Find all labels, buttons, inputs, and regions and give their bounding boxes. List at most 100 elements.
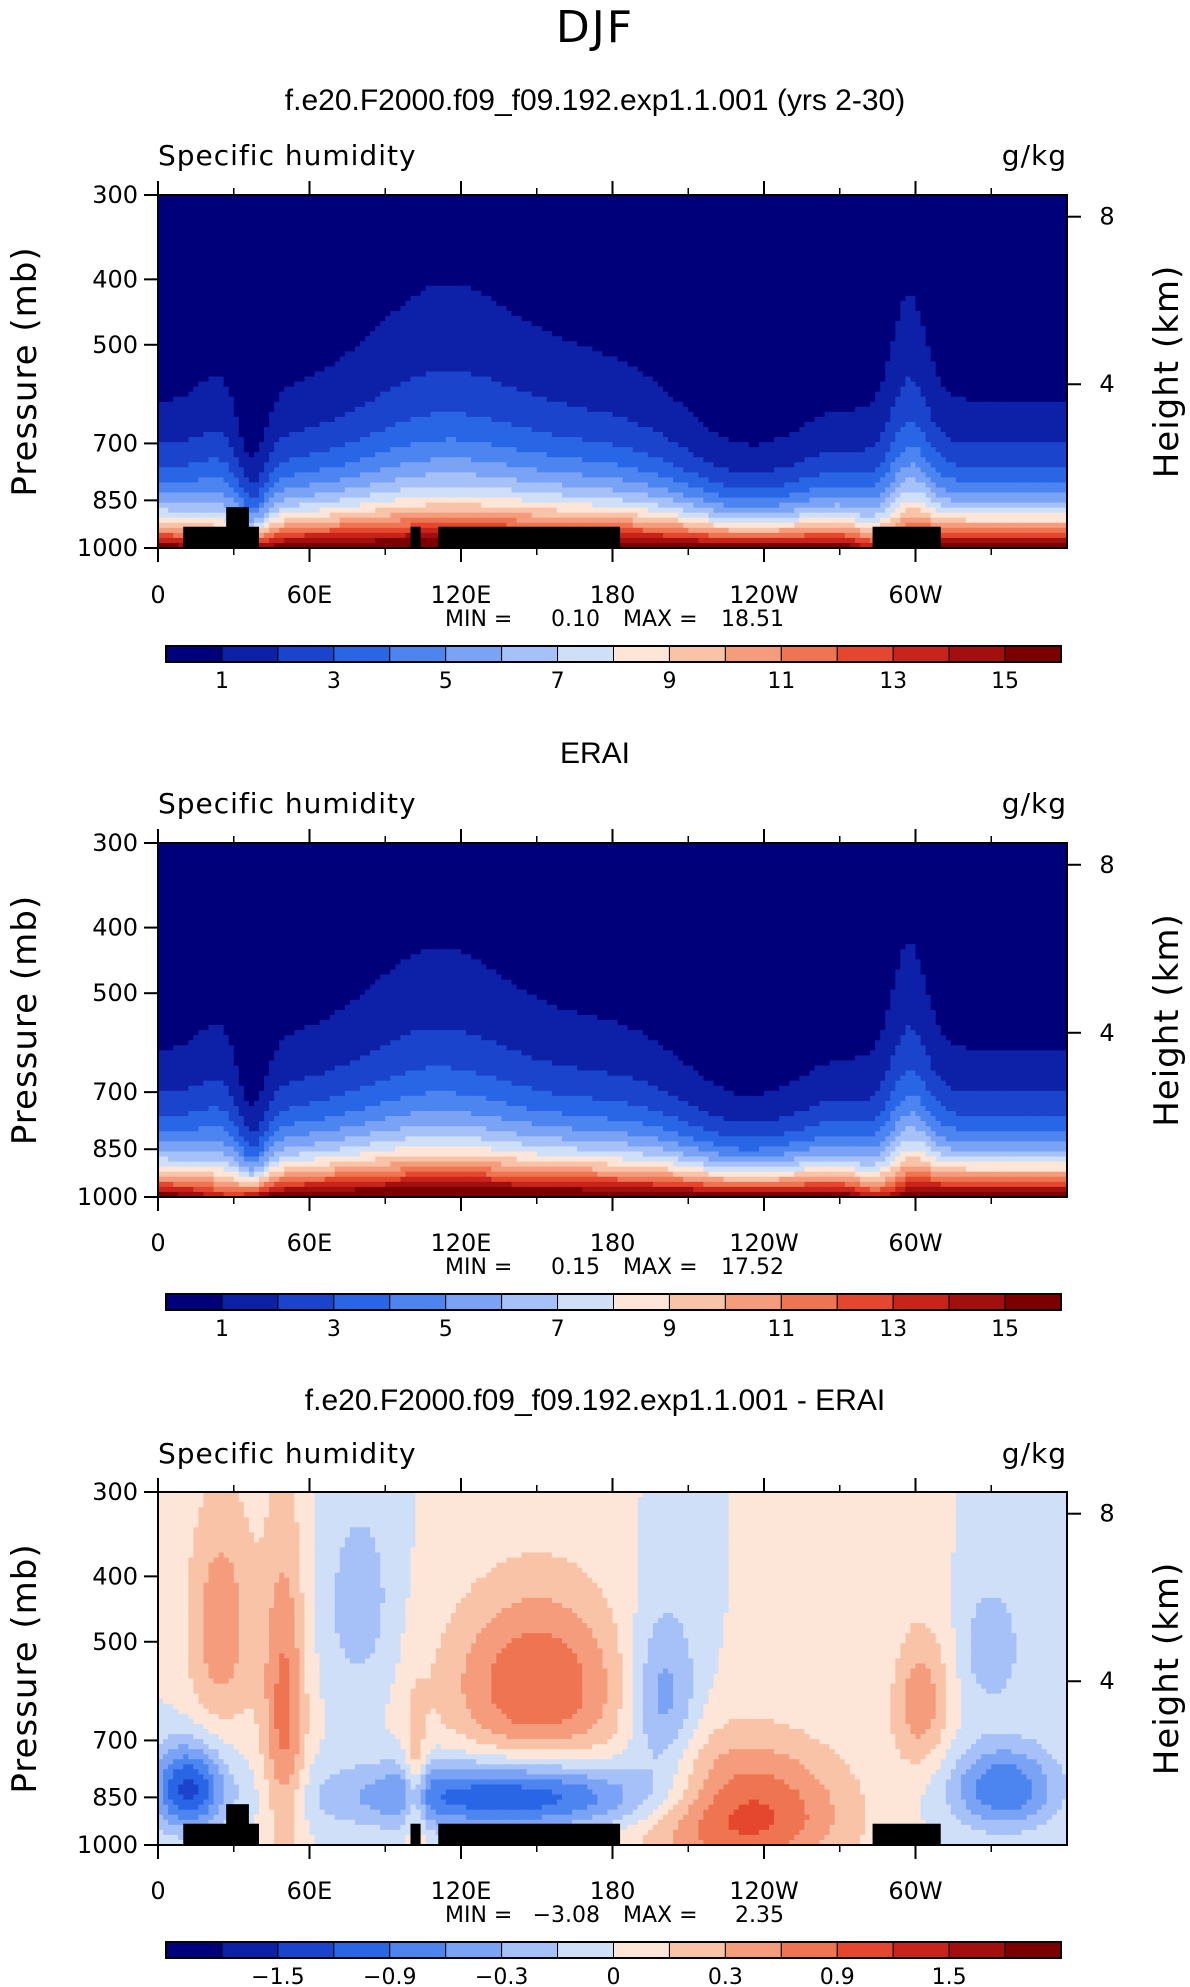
heatmap-cell	[320, 301, 326, 307]
heatmap-cell	[183, 301, 189, 307]
heatmap-cell	[1052, 250, 1058, 256]
heatmap-cell	[254, 240, 260, 246]
heatmap-cell	[254, 281, 260, 287]
heatmap-cell	[512, 281, 518, 287]
heatmap-cell	[638, 230, 644, 236]
heatmap-cell	[1011, 215, 1017, 221]
heatmap-cell	[779, 296, 785, 302]
heatmap-cell	[264, 240, 270, 246]
heatmap-cell	[350, 250, 356, 256]
heatmap-cell	[1042, 271, 1048, 277]
heatmap-cell	[693, 245, 699, 251]
heatmap-cell	[769, 291, 775, 297]
heatmap-cell	[1037, 261, 1043, 267]
heatmap-cell	[299, 240, 305, 246]
heatmap-cell	[769, 281, 775, 287]
heatmap-cell	[1011, 245, 1017, 251]
heatmap-cell	[754, 266, 760, 272]
heatmap-cell	[1042, 245, 1048, 251]
heatmap-cell	[830, 256, 836, 262]
heatmap-cell	[708, 230, 714, 236]
heatmap-cell	[835, 276, 841, 282]
heatmap-cell	[219, 261, 225, 267]
heatmap-cell	[936, 276, 942, 282]
heatmap-cell	[653, 205, 659, 211]
heatmap-cell	[527, 210, 533, 216]
heatmap-cell	[345, 245, 351, 251]
heatmap-cell	[754, 230, 760, 236]
heatmap-cell	[304, 235, 310, 241]
heatmap-cell	[1032, 225, 1038, 231]
heatmap-cell	[466, 200, 472, 206]
heatmap-cell	[658, 296, 664, 302]
heatmap-cell	[850, 256, 856, 262]
heatmap-cell	[254, 261, 260, 267]
heatmap-cell	[597, 220, 603, 226]
heatmap-cell	[714, 301, 720, 307]
heatmap-cell	[471, 271, 477, 277]
heatmap-cell	[623, 235, 629, 241]
heatmap-cell	[214, 276, 220, 282]
heatmap-cell	[1017, 235, 1023, 241]
heatmap-cell	[825, 235, 831, 241]
heatmap-cell	[744, 281, 750, 287]
heatmap-cell	[501, 291, 507, 297]
heatmap-cell	[1042, 200, 1048, 206]
heatmap-cell	[506, 296, 512, 302]
heatmap-cell	[426, 301, 432, 307]
heatmap-cell	[648, 220, 654, 226]
heatmap-cell	[340, 281, 346, 287]
heatmap-cell	[436, 215, 442, 221]
heatmap-cell	[203, 205, 209, 211]
heatmap-cell	[1037, 296, 1043, 302]
heatmap-cell	[663, 261, 669, 267]
heatmap-cell	[320, 266, 326, 272]
heatmap-cell	[426, 210, 432, 216]
heatmap-cell	[224, 250, 230, 256]
heatmap-cell	[931, 261, 937, 267]
heatmap-cell	[193, 266, 199, 272]
heatmap-cell	[910, 256, 916, 262]
heatmap-cell	[678, 261, 684, 267]
heatmap-cell	[850, 245, 856, 251]
heatmap-cell	[183, 230, 189, 236]
heatmap-cell	[1006, 281, 1012, 287]
heatmap-cell	[905, 271, 911, 277]
heatmap-cell	[986, 210, 992, 216]
heatmap-cell	[663, 296, 669, 302]
heatmap-cell	[400, 225, 406, 231]
heatmap-cell	[183, 286, 189, 292]
heatmap-cell	[451, 296, 457, 302]
heatmap-cell	[562, 266, 568, 272]
heatmap-cell	[577, 276, 583, 282]
heatmap-cell	[936, 245, 942, 251]
heatmap-cell	[562, 240, 568, 246]
heatmap-cell	[456, 210, 462, 216]
panel-subtitle-left: Specific humidity	[158, 139, 417, 172]
heatmap-cell	[719, 200, 725, 206]
heatmap-cell	[835, 266, 841, 272]
heatmap-cell	[572, 271, 578, 277]
heatmap-cell	[224, 200, 230, 206]
heatmap-cell	[395, 210, 401, 216]
heatmap-cell	[875, 215, 881, 221]
heatmap-cell	[900, 225, 906, 231]
heatmap-cell	[259, 256, 265, 262]
heatmap-cell	[840, 266, 846, 272]
heatmap-cell	[809, 266, 815, 272]
heatmap-cell	[214, 230, 220, 236]
heatmap-cell	[461, 256, 467, 262]
heatmap-cell	[193, 281, 199, 287]
heatmap-cell	[229, 276, 235, 282]
heatmap-cell	[562, 271, 568, 277]
heatmap-cell	[855, 215, 861, 221]
heatmap-cell	[532, 215, 538, 221]
heatmap-cell	[1047, 200, 1053, 206]
heatmap-cell	[825, 230, 831, 236]
heatmap-cell	[426, 291, 432, 297]
heatmap-cell	[1042, 291, 1048, 297]
heatmap-cell	[678, 271, 684, 277]
heatmap-cell	[784, 225, 790, 231]
heatmap-cell	[739, 271, 745, 277]
heatmap-cell	[910, 296, 916, 302]
